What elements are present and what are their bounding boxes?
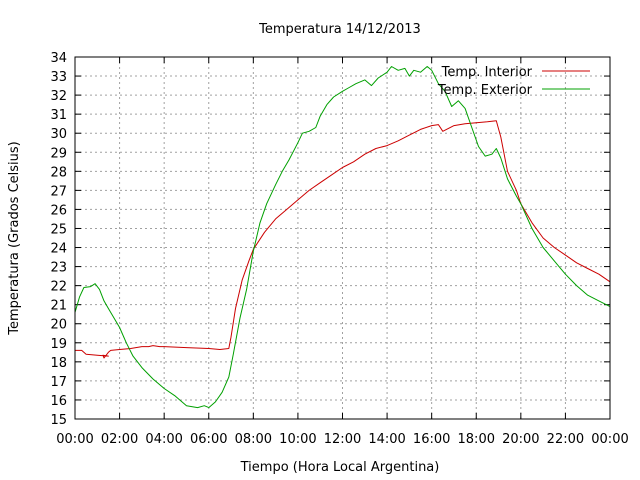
x-tick-label: 00:00	[56, 432, 93, 447]
y-tick-label: 23	[50, 261, 67, 276]
y-tick-label: 34	[50, 51, 67, 66]
chart-title: Temperatura 14/12/2013	[258, 22, 421, 37]
y-tick-label: 27	[50, 184, 67, 199]
x-tick-label: 08:00	[235, 432, 272, 447]
legend-label: Temp. Exterior	[437, 83, 533, 98]
y-tick-label: 15	[50, 413, 67, 428]
x-tick-label: 02:00	[101, 432, 138, 447]
x-tick-label: 22:00	[547, 432, 584, 447]
y-tick-label: 18	[50, 356, 67, 371]
x-tick-label: 12:00	[324, 432, 361, 447]
y-tick-label: 17	[50, 375, 67, 390]
plot-frame	[74, 56, 611, 420]
y-tick-label: 31	[50, 108, 67, 123]
y-tick-label: 32	[50, 89, 67, 104]
y-tick-label: 28	[50, 165, 67, 180]
grid-lines	[75, 57, 610, 419]
legend: Temp. Interior Temp. Exterior	[437, 65, 590, 98]
y-tick-label: 24	[50, 242, 67, 257]
y-tick-label: 33	[50, 70, 67, 85]
y-axis-ticks: 15 16 17 18 19 20 21 22 23 24 25 26 27 28 29 30 31 32 33 34	[50, 51, 610, 428]
x-axis-label: Tiempo (Hora Local Argentina)	[240, 460, 440, 475]
y-tick-label: 21	[50, 299, 67, 314]
y-tick-label: 29	[50, 146, 67, 161]
x-tick-label: 18:00	[458, 432, 495, 447]
x-tick-label: 14:00	[368, 432, 405, 447]
x-tick-label: 20:00	[502, 432, 539, 447]
legend-label: Temp. Interior	[441, 65, 533, 80]
y-axis-label: Temperatura (Grados Celsius)	[7, 141, 22, 335]
y-tick-label: 25	[50, 222, 67, 237]
x-tick-label: 06:00	[190, 432, 227, 447]
y-tick-label: 20	[50, 318, 67, 333]
y-tick-label: 19	[50, 337, 67, 352]
y-tick-label: 30	[50, 127, 67, 142]
x-tick-label: 16:00	[413, 432, 450, 447]
x-axis-ticks: 00:00 02:00 04:00 06:00 08:00 10:00 12:00 14:00…	[56, 57, 629, 447]
x-tick-label: 00:00	[591, 432, 628, 447]
x-tick-label: 10:00	[279, 432, 316, 447]
series-line-exterior	[74, 66, 611, 409]
y-tick-label: 22	[50, 280, 67, 295]
y-tick-label: 26	[50, 203, 67, 218]
x-tick-label: 04:00	[145, 432, 182, 447]
y-tick-label: 16	[50, 394, 67, 409]
plot-lines	[74, 66, 611, 409]
